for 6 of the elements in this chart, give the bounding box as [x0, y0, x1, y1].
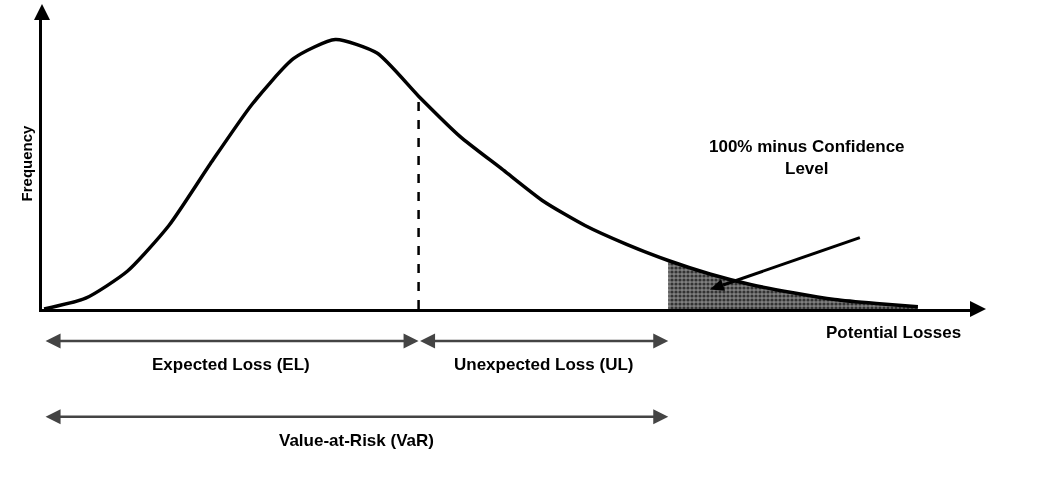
text: Unexpected Loss (UL): [454, 355, 634, 374]
text: Value-at-Risk (VaR): [279, 431, 434, 450]
x-axis-title: Potential Losses: [826, 323, 962, 342]
y-axis-title: Frequency: [17, 124, 35, 202]
annotation: 100% minus Confidence Level: [709, 137, 905, 179]
text: Expected Loss (EL): [152, 355, 310, 374]
